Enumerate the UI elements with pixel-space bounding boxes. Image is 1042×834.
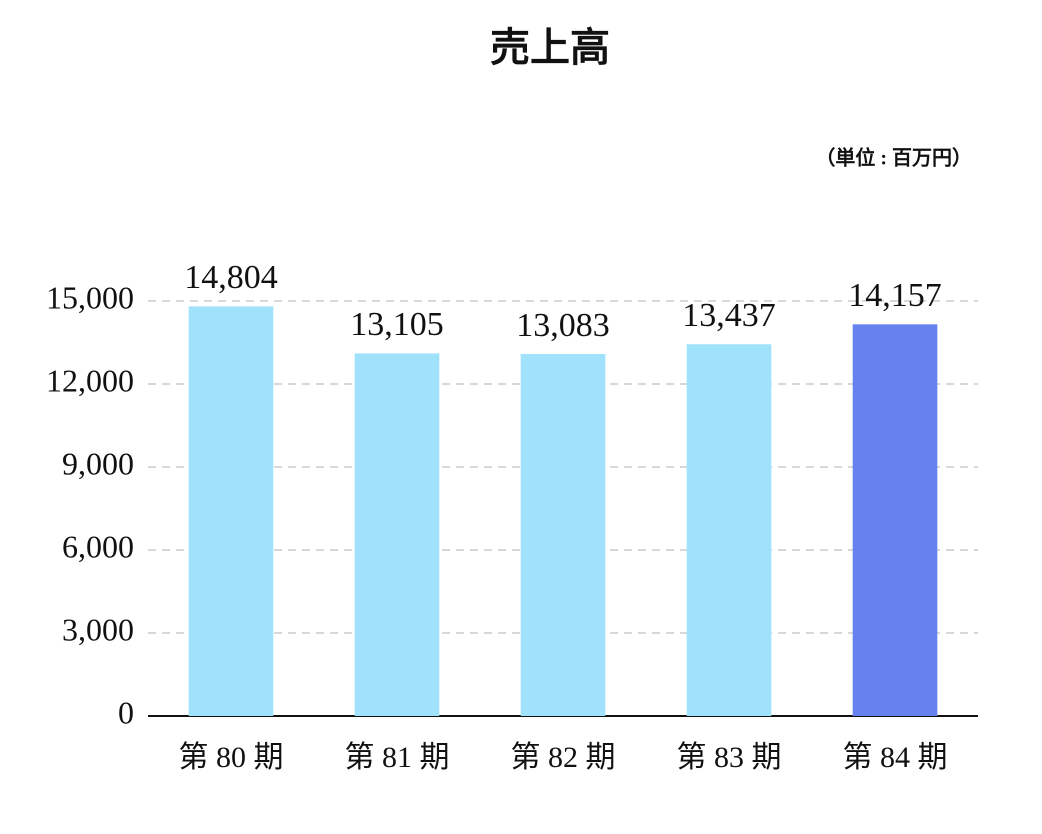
unit-label: （単位 : 百万円） bbox=[815, 146, 972, 170]
chart-title: 売上高 bbox=[490, 25, 610, 70]
bar bbox=[188, 306, 274, 716]
bar bbox=[686, 344, 772, 716]
value-label: 14,804 bbox=[184, 259, 278, 296]
y-tick-label: 6,000 bbox=[62, 528, 134, 564]
y-tick-label: 9,000 bbox=[62, 445, 134, 481]
value-label: 14,157 bbox=[848, 277, 942, 314]
bar bbox=[520, 354, 606, 716]
y-tick-label: 3,000 bbox=[62, 611, 134, 647]
x-tick-label: 第 83 期 bbox=[677, 741, 782, 774]
x-tick-label: 第 84 期 bbox=[843, 741, 948, 774]
y-tick-label: 0 bbox=[118, 694, 134, 730]
value-label: 13,105 bbox=[350, 306, 444, 343]
x-tick-label: 第 82 期 bbox=[511, 741, 616, 774]
value-label: 13,437 bbox=[682, 297, 776, 334]
bar bbox=[852, 324, 938, 716]
x-tick-label: 第 80 期 bbox=[179, 741, 284, 774]
x-tick-label: 第 81 期 bbox=[345, 741, 450, 774]
value-label: 13,083 bbox=[516, 307, 610, 344]
bar bbox=[354, 353, 440, 716]
y-tick-label: 15,000 bbox=[46, 279, 134, 315]
y-tick-label: 12,000 bbox=[46, 362, 134, 398]
